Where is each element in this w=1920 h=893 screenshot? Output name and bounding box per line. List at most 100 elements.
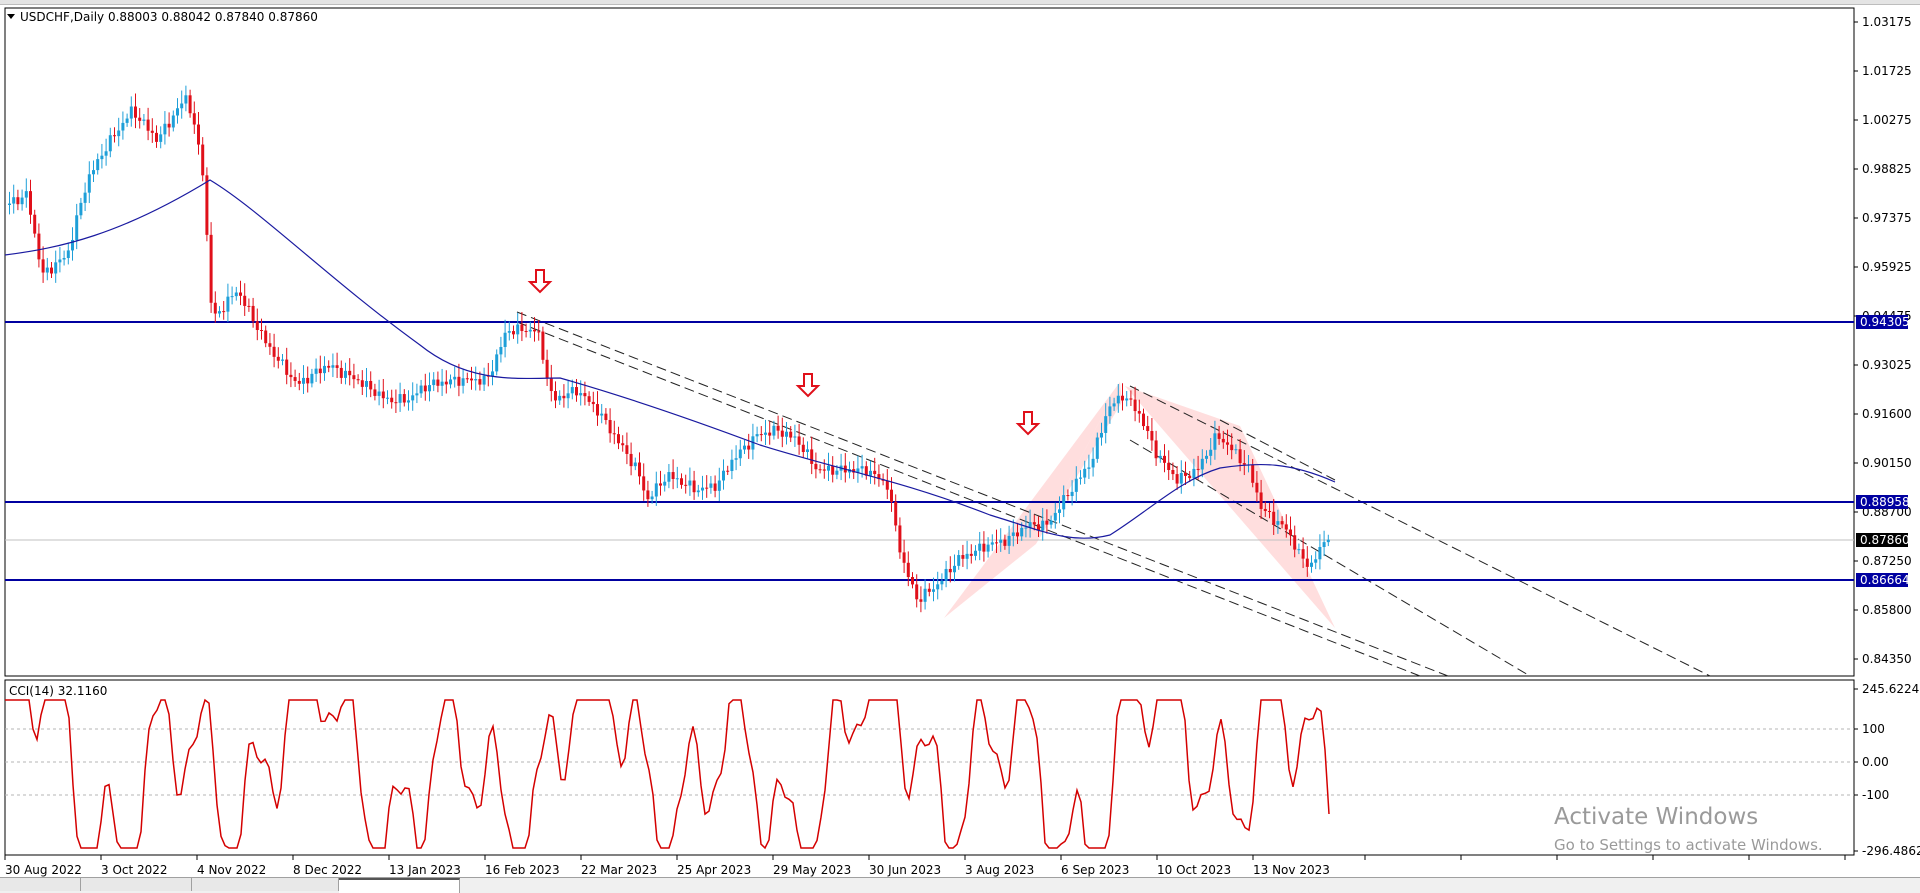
cci-tick-label: 245.6224 xyxy=(1862,682,1919,696)
candle-body xyxy=(1188,475,1192,479)
candle-body xyxy=(272,346,276,357)
candle-body xyxy=(335,365,339,368)
candle-body xyxy=(79,202,83,216)
horizontal-levels[interactable] xyxy=(5,321,1854,581)
candle-body xyxy=(1062,495,1066,510)
candle-body xyxy=(1318,546,1322,560)
candle-body xyxy=(1074,478,1078,492)
candle-body xyxy=(776,425,780,431)
candle-body xyxy=(919,599,923,602)
candle-body xyxy=(911,577,914,585)
candle-body xyxy=(50,267,53,274)
candle-body xyxy=(646,490,650,500)
candle-body xyxy=(554,391,557,401)
pattern-triangle xyxy=(1125,386,1335,628)
candle-body xyxy=(906,562,910,578)
cci-line xyxy=(5,698,1330,850)
candle-body xyxy=(957,555,961,566)
candle-body xyxy=(1112,403,1116,407)
activation-watermark: Activate Windows Go to Settings to activ… xyxy=(1554,804,1823,854)
candle-body xyxy=(197,124,200,145)
candle-body xyxy=(999,539,1003,543)
current-price-label: 0.87860 xyxy=(1860,533,1910,547)
price-tick-label: 0.84350 xyxy=(1862,652,1912,666)
candle-body xyxy=(457,376,461,386)
collapse-triangle-icon[interactable] xyxy=(7,14,15,19)
chart-tab[interactable] xyxy=(0,878,81,891)
candle-body xyxy=(100,155,104,160)
candle-body xyxy=(612,433,616,435)
candle-body xyxy=(507,331,511,333)
price-tick-label: 0.91600 xyxy=(1862,407,1912,421)
candle-body xyxy=(1314,559,1318,563)
candle-body xyxy=(1322,542,1326,547)
chart-tab-active[interactable] xyxy=(339,878,460,893)
candle-body xyxy=(696,490,700,493)
candle-body xyxy=(150,130,154,133)
candle-body xyxy=(806,449,809,453)
time-tick-label: 3 Oct 2022 xyxy=(101,863,168,877)
cci-title: CCI(14) 32.1160 xyxy=(9,684,107,698)
candle-body xyxy=(831,465,835,475)
candle-body xyxy=(705,487,709,489)
dashed-trendline[interactable] xyxy=(1129,385,1711,677)
candle-body xyxy=(1045,520,1049,525)
candle-body xyxy=(961,555,965,559)
candle-body xyxy=(1276,521,1280,525)
candle-body xyxy=(138,117,142,121)
candle-body xyxy=(734,458,738,460)
candle-body xyxy=(520,324,524,332)
candle-body xyxy=(982,543,986,552)
candle-body xyxy=(1129,398,1133,400)
candle-body xyxy=(1272,511,1276,525)
candle-body xyxy=(167,123,171,128)
candle-body xyxy=(1007,535,1011,546)
candle-body xyxy=(814,463,818,470)
price-tick-label: 0.87250 xyxy=(1862,554,1912,568)
dashed-trendline[interactable] xyxy=(516,311,1449,677)
candle-body xyxy=(87,174,91,193)
candle-body xyxy=(12,197,16,204)
candle-body xyxy=(1020,527,1024,537)
dashed-trendline[interactable] xyxy=(1129,439,1531,677)
candle-body xyxy=(205,175,209,235)
candle-body xyxy=(1100,432,1103,438)
pattern-triangle xyxy=(944,382,1120,618)
candle-body xyxy=(356,379,360,381)
candle-body xyxy=(75,215,79,240)
candle-body xyxy=(915,584,919,600)
time-tick-label: 29 May 2023 xyxy=(773,863,851,877)
dashed-trendline[interactable] xyxy=(1219,419,1336,481)
candle-body xyxy=(66,250,70,259)
candle-body xyxy=(1255,482,1259,493)
candle-body xyxy=(537,331,541,333)
candle-body xyxy=(331,365,335,368)
candle-body xyxy=(310,373,314,384)
candle-body xyxy=(1289,529,1292,536)
candle-body xyxy=(230,296,234,298)
candle-body xyxy=(1268,511,1271,513)
tabs-empty-area xyxy=(460,878,1920,891)
candle-body xyxy=(709,483,713,488)
candle-body xyxy=(638,462,641,477)
candle-body xyxy=(528,329,532,332)
dashed-trendline[interactable] xyxy=(516,321,1421,677)
candle-body xyxy=(969,553,973,556)
trend-channel-lines[interactable] xyxy=(516,311,1711,677)
candle-body xyxy=(1192,468,1196,479)
chart-tab[interactable] xyxy=(192,878,339,891)
candle-body xyxy=(1297,549,1301,551)
candle-body xyxy=(71,239,74,251)
candle-body xyxy=(201,144,205,176)
candle-body xyxy=(600,413,604,416)
candlestick-series xyxy=(8,85,1330,613)
candle-body xyxy=(108,135,112,152)
cci-tick-label: 0.00 xyxy=(1862,755,1889,769)
candle-body xyxy=(667,472,671,482)
candle-body xyxy=(936,584,940,590)
candle-body xyxy=(738,449,742,459)
chart-tab[interactable] xyxy=(81,878,192,891)
candle-body xyxy=(117,130,121,137)
candle-body xyxy=(1037,524,1040,531)
